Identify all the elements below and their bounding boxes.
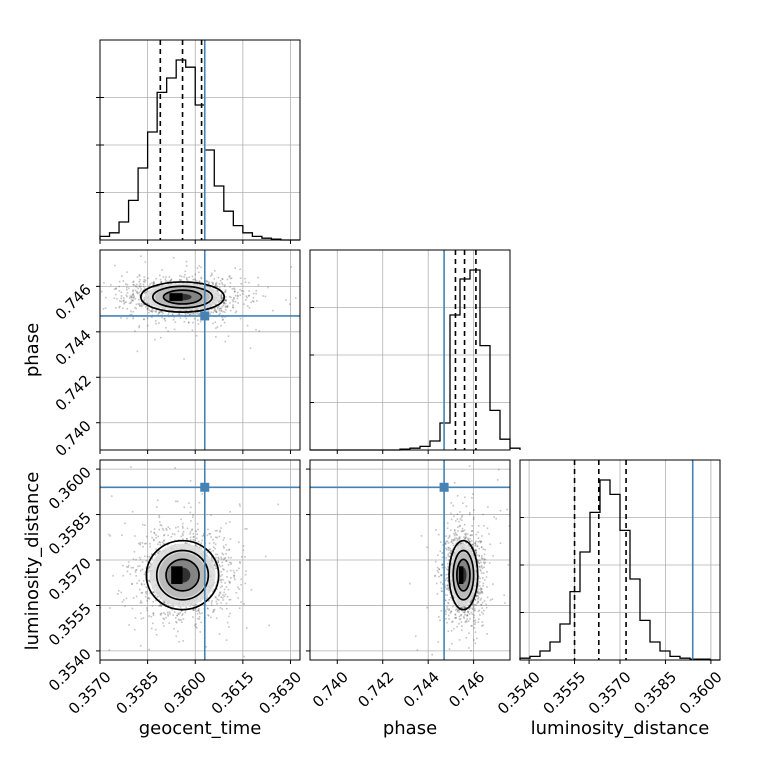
x-tick-label: 0.3600 — [160, 668, 210, 718]
panel-frame — [519, 459, 721, 661]
truth-marker — [439, 482, 449, 492]
scatter-points — [100, 466, 279, 658]
panel-frame — [99, 459, 301, 661]
contour — [162, 289, 203, 305]
xlabel-phase: phase — [383, 718, 437, 739]
contour — [151, 285, 214, 309]
truth-marker — [200, 311, 210, 321]
y-tick-label: 0.3585 — [45, 509, 95, 559]
x-tick-label: 0.3585 — [113, 668, 163, 718]
y-tick-label: 0.3555 — [45, 600, 95, 650]
xlabel-geocent-time: geocent_time — [139, 718, 262, 739]
ylabel-luminosity-distance: luminosity_distance — [22, 472, 43, 651]
contour — [140, 281, 226, 314]
y-tick-label: 0.742 — [52, 371, 95, 414]
contour — [155, 549, 210, 601]
y-tick-label: 0.746 — [52, 280, 95, 323]
histogram-geocent_time — [99, 59, 300, 241]
contour — [456, 558, 471, 592]
contour — [145, 539, 220, 611]
x-tick-label: 0.740 — [309, 668, 352, 711]
x-tick-label: 0.3585 — [630, 668, 680, 718]
x-tick-label: 0.3540 — [494, 668, 544, 718]
density-core — [458, 566, 464, 585]
x-tick-label: 0.3600 — [676, 668, 726, 718]
panel-frame — [309, 459, 511, 661]
y-tick-label: 0.740 — [52, 417, 95, 460]
density-core — [171, 566, 183, 585]
panel-hist-phase — [309, 249, 521, 454]
panel-hist-geocent-time — [96, 39, 301, 244]
panel-frame — [309, 249, 511, 451]
panel-luminosity-distance-vs-phase: 0.740 0.742 0.744 0.746 — [306, 459, 511, 711]
y-tick-label: 0.3570 — [45, 554, 95, 604]
x-tick-label: 0.3570 — [585, 668, 635, 718]
x-tick-label: 0.744 — [400, 668, 443, 711]
ylabel-phase: phase — [22, 323, 43, 377]
density-core — [169, 293, 183, 301]
contour — [452, 549, 475, 601]
x-tick-label: 0.3630 — [255, 668, 305, 718]
truth-marker — [200, 482, 210, 492]
x-tick-label: 0.3555 — [539, 668, 589, 718]
panel-frame — [99, 39, 301, 241]
x-tick-label: 0.746 — [445, 668, 488, 711]
y-tick-label: 0.744 — [52, 326, 95, 369]
scatter-points — [100, 255, 300, 360]
xlabel-luminosity-distance: luminosity_distance — [531, 718, 710, 739]
scatter-points — [409, 465, 510, 660]
contour — [165, 558, 200, 592]
histogram-luminosity_distance — [519, 479, 720, 661]
histogram-phase — [310, 269, 521, 451]
panel-luminosity-distance-vs-geocent-time: 0.35700.35850.36000.36150.36300.35400.35… — [45, 459, 305, 718]
x-tick-label: 0.3615 — [208, 668, 258, 718]
x-tick-label: 0.742 — [354, 668, 397, 711]
panel-frame — [99, 249, 301, 451]
contour — [448, 539, 479, 611]
y-tick-label: 0.3600 — [45, 463, 95, 513]
